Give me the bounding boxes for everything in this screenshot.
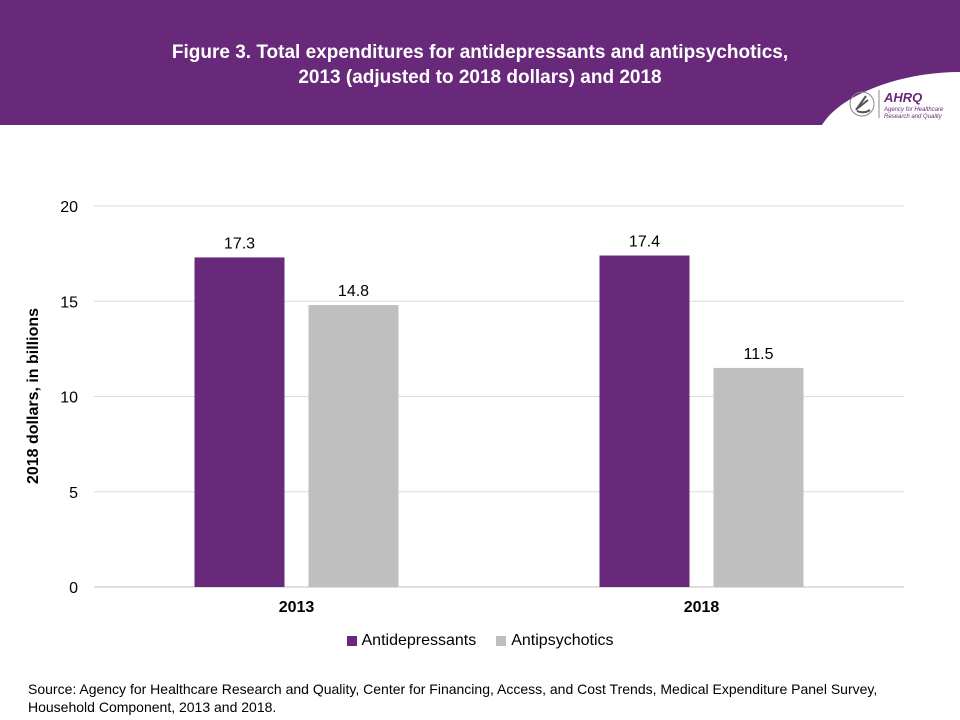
header-banner — [0, 0, 960, 125]
x-tick-label: 2013 — [279, 599, 315, 616]
chart-title: Figure 3. Total expenditures for antidep… — [0, 40, 960, 90]
svg-text:AHRQ: AHRQ — [883, 90, 922, 105]
legend-swatch — [346, 636, 357, 646]
data-label: 17.4 — [629, 234, 660, 251]
data-label: 11.5 — [744, 346, 774, 363]
legend-item-antipsychotics: Antipsychotics — [496, 632, 614, 650]
legend-item-antidepressants: Antidepressants — [346, 632, 477, 650]
legend-label: Antidepressants — [361, 632, 477, 649]
y-axis-label: 2018 dollars, in billions — [25, 308, 42, 484]
y-tick-label: 10 — [60, 390, 78, 407]
y-tick-label: 0 — [69, 580, 78, 597]
x-tick-label: 2018 — [684, 599, 720, 616]
bar-antipsychotics-2013 — [308, 305, 399, 587]
y-tick-label: 20 — [60, 199, 78, 216]
svg-text:Agency for Healthcare: Agency for Healthcare — [883, 107, 944, 113]
bar-antidepressants-2018 — [599, 255, 690, 587]
y-tick-label: 5 — [69, 485, 78, 502]
bar-chart: 0 5 10 15 20 2018 dollars, in billions 2013 17.… — [25, 199, 904, 616]
bar-antidepressants-2013 — [194, 257, 285, 587]
legend-label: Antipsychotics — [511, 632, 614, 649]
legend-swatch — [496, 636, 507, 646]
source-note: Source: Agency for Healthcare Research a… — [28, 681, 878, 715]
ahrq-logo: AHRQ Agency for Healthcare Research and … — [849, 90, 944, 120]
y-tick-label: 15 — [60, 294, 78, 311]
svg-text:Research and Quality: Research and Quality — [884, 114, 943, 120]
bar-antipsychotics-2018 — [713, 367, 804, 587]
legend: Antidepressants Antipsychotics — [0, 632, 960, 650]
data-label: 14.8 — [338, 283, 369, 300]
data-label: 17.3 — [224, 235, 255, 252]
title-line-2: 2013 (adjusted to 2018 dollars) and 2018 — [298, 67, 662, 88]
title-line-1: Figure 3. Total expenditures for antidep… — [171, 42, 789, 63]
